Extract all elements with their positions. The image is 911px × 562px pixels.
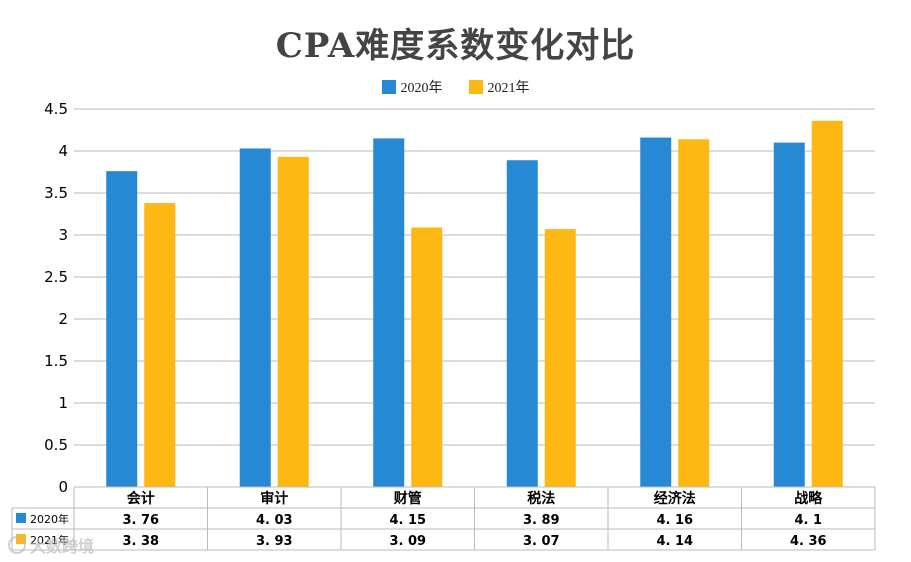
y-tick-label: 1.5 [44, 352, 68, 370]
category-label: 经济法 [654, 490, 696, 507]
y-tick-label: 0.5 [44, 436, 68, 454]
data-label: 3. 76 [122, 513, 159, 528]
y-tick-label: 2 [58, 310, 68, 328]
bar-2021 [144, 203, 176, 487]
y-tick-label: 2.5 [44, 268, 68, 286]
bar-2021 [678, 139, 710, 488]
y-tick-label: 0 [58, 478, 68, 496]
data-label: 3. 93 [256, 534, 293, 549]
bar-2020 [506, 160, 538, 488]
y-tick-label: 1 [58, 394, 68, 412]
data-label: 3. 09 [389, 534, 426, 549]
chart-title: CPA难度系数变化对比 [275, 26, 636, 66]
table-series-label: 2021年 [30, 533, 69, 547]
legend-label-2021: 2021年 [487, 81, 530, 96]
y-tick-label: 3 [58, 226, 68, 244]
y-tick-label: 4 [58, 142, 68, 160]
y-tick-label: 3.5 [44, 184, 68, 202]
data-label: 3. 07 [523, 534, 560, 549]
data-label: 4. 36 [790, 534, 827, 549]
bar-2021 [411, 227, 443, 487]
table-legend-swatch [16, 534, 26, 544]
data-label: 3. 89 [523, 513, 560, 528]
y-tick-label: 4.5 [44, 100, 68, 118]
legend: 2020年 2021年 [0, 77, 911, 97]
bar-2021 [811, 120, 843, 487]
category-label: 审计 [260, 490, 288, 507]
bar-2020 [773, 142, 805, 487]
data-label: 4. 14 [656, 534, 693, 549]
bar-2020 [239, 148, 271, 488]
legend-swatch-2020 [381, 80, 396, 94]
legend-item-2021: 2021年 [468, 77, 530, 97]
category-label: 战略 [794, 490, 823, 507]
category-label: 会计 [127, 490, 155, 507]
category-label: 财管 [393, 490, 422, 507]
legend-swatch-2021 [468, 80, 483, 94]
legend-label-2020: 2020年 [400, 81, 443, 96]
table-legend-swatch [16, 513, 26, 523]
bar-2021 [277, 156, 309, 487]
bar-2020 [373, 138, 405, 487]
bar-2020 [640, 137, 672, 487]
data-label: 3. 38 [122, 534, 159, 549]
bar-2021 [544, 229, 576, 487]
table-series-label: 2020年 [30, 512, 69, 526]
data-label: 4. 03 [256, 513, 293, 528]
data-label: 4. 15 [389, 513, 426, 528]
legend-item-2020: 2020年 [381, 77, 443, 97]
data-label: 4. 16 [656, 513, 693, 528]
category-label: 税法 [527, 490, 555, 507]
data-label: 4. 1 [794, 513, 822, 528]
bar-2020 [106, 171, 138, 487]
